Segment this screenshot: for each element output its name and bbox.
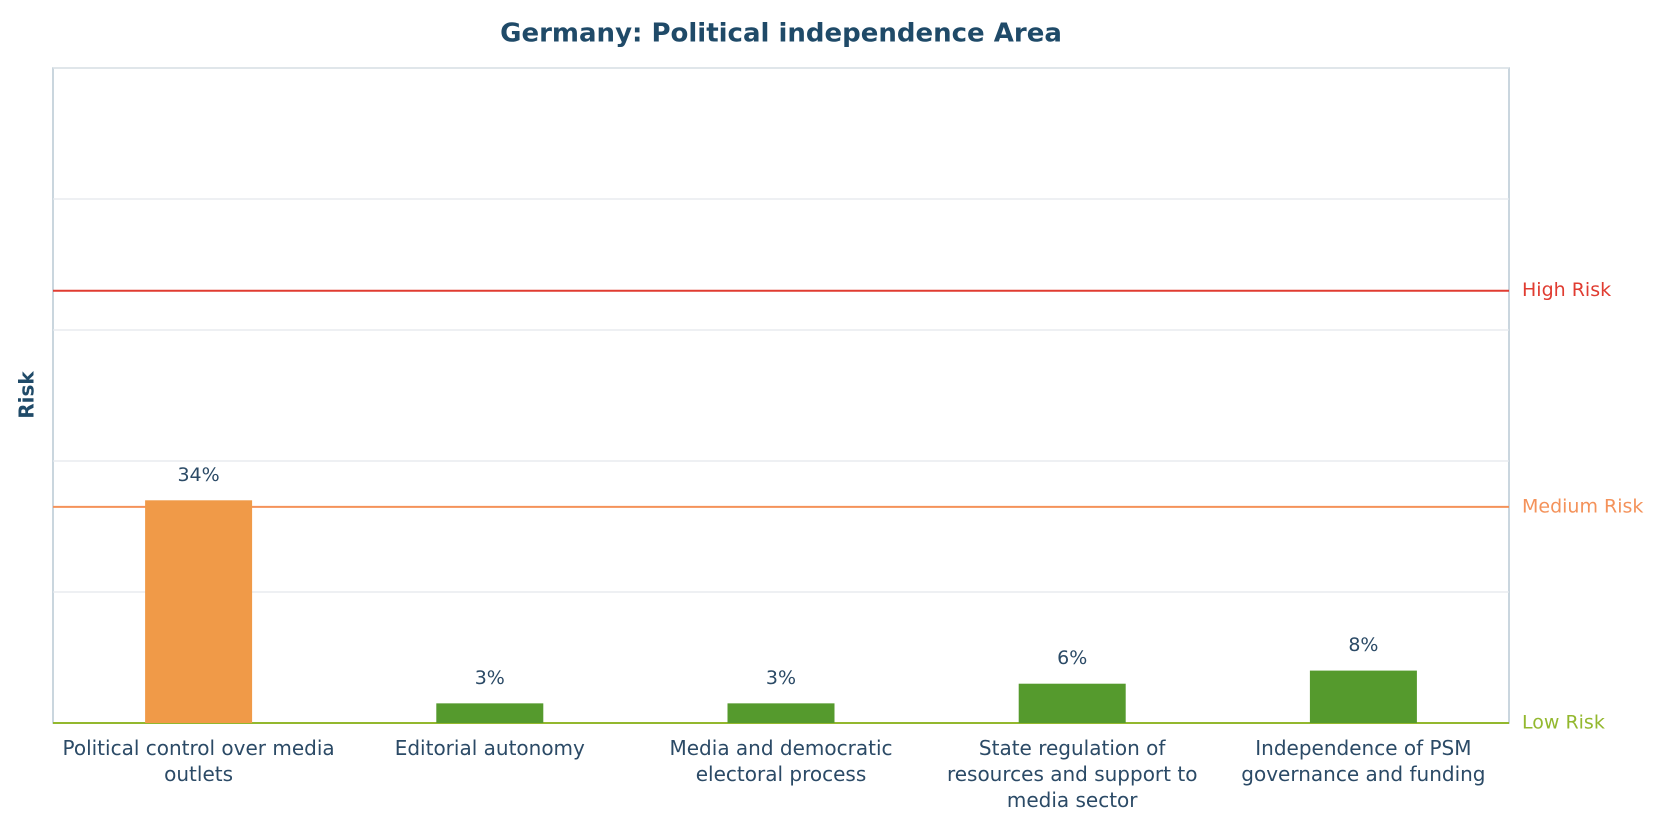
value-label: 6% <box>1057 647 1087 669</box>
x-tick-label: Media and democratic electoral process <box>669 736 893 786</box>
bar <box>727 703 835 723</box>
bar <box>1309 670 1417 723</box>
x-tick-label: Independence of PSM governance and fundi… <box>1241 736 1486 786</box>
x-tick-label: State regulation of resources and suppor… <box>946 736 1198 812</box>
bar <box>1018 683 1126 723</box>
x-tick-label: Editorial autonomy <box>394 736 585 760</box>
value-label: 34% <box>177 464 219 486</box>
threshold-label: High Risk <box>1522 279 1611 301</box>
threshold-label: Medium Risk <box>1522 495 1643 517</box>
bar <box>436 703 544 723</box>
bar <box>145 500 253 723</box>
value-label: 8% <box>1348 634 1378 656</box>
value-label: 3% <box>766 667 796 689</box>
x-tick-label: Political control over media outlets <box>62 736 335 786</box>
threshold-label: Low Risk <box>1522 712 1605 734</box>
y-axis-label: Risk <box>15 371 39 419</box>
value-label: 3% <box>475 667 505 689</box>
plot-area <box>52 67 1510 724</box>
chart-title: Germany: Political independence Area <box>500 19 1062 49</box>
